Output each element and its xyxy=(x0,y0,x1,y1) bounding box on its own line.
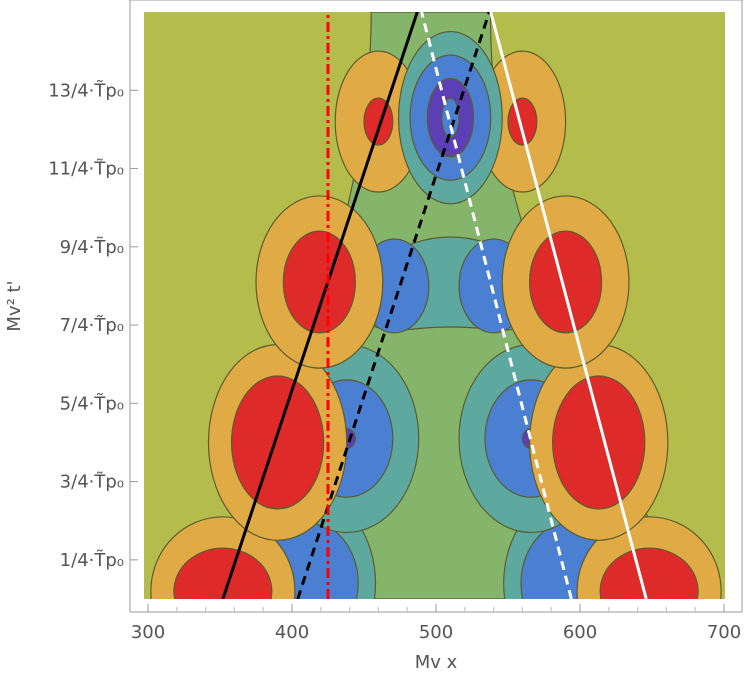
x-axis-label: Mv x xyxy=(415,652,458,673)
contour-blob-7-level-1 xyxy=(552,375,646,510)
y-tick-label-13: 13/4·T̃p₀ xyxy=(48,80,124,101)
contour-blob-8-level-1 xyxy=(282,230,356,334)
overlay-line-dashed-1 xyxy=(296,12,491,599)
overlay-line-solid-0 xyxy=(221,12,419,599)
contour-blob-2-level-1 xyxy=(173,547,273,599)
x-tick-label-400: 400 xyxy=(275,622,309,643)
y-tick-label-3: 3/4·T̃p₀ xyxy=(60,471,124,492)
y-axis: 1/4·T̃p₀ 3/4·T̃p₀ 5/4·T̃p₀ 7/4·T̃p₀ 9/4·T̃p₀… xyxy=(48,80,138,571)
y-axis-label: Mv² t' xyxy=(4,280,25,331)
contour-blob-6-level-1 xyxy=(230,375,325,510)
contour-blob-3-level-1 xyxy=(599,547,699,599)
plot-area xyxy=(144,12,725,599)
y-tick-label-9: 9/4·T̃p₀ xyxy=(60,237,124,258)
y-tick-label-1: 1/4·T̃p₀ xyxy=(60,550,124,571)
x-tick-label-500: 500 xyxy=(419,622,453,643)
contour-blob-12-level-3 xyxy=(441,97,460,138)
contour-blob-9-level-1 xyxy=(528,230,603,334)
y-tick-label-7: 7/4·T̃p₀ xyxy=(60,315,124,336)
overlay-line-solid-3 xyxy=(489,12,648,599)
x-tick-label-300: 300 xyxy=(131,622,165,643)
x-axis: 300 400 500 600 700 xyxy=(131,604,741,643)
contour-blob-10-level-1 xyxy=(363,97,394,146)
overlay-line-dashed-2 xyxy=(420,12,573,599)
contour-blob-11-level-1 xyxy=(507,97,538,146)
x-tick-label-700: 700 xyxy=(707,622,741,643)
y-tick-label-11: 11/4·T̃p₀ xyxy=(48,158,124,179)
x-tick-label-600: 600 xyxy=(563,622,597,643)
y-tick-label-5: 5/4·T̃p₀ xyxy=(60,393,124,414)
